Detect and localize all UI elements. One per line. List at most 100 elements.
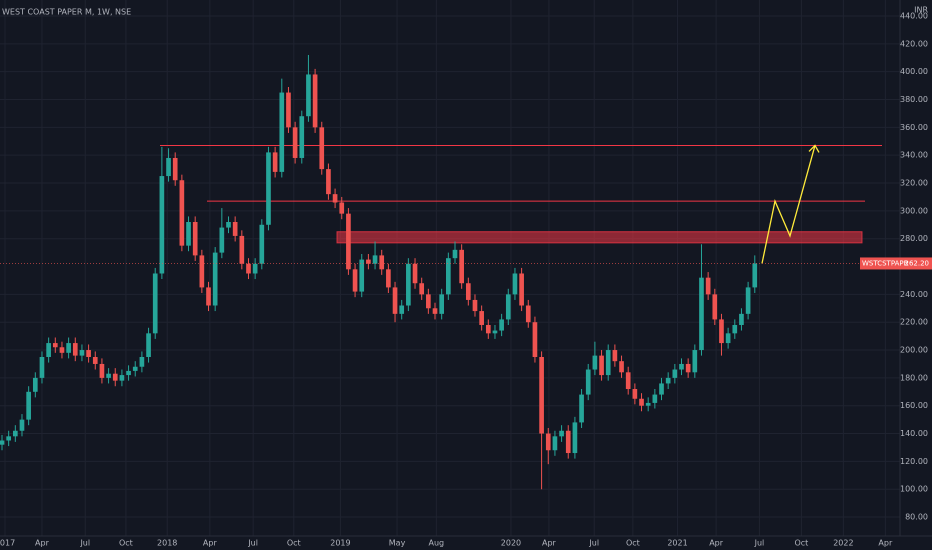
- x-tick-label: 2021: [667, 539, 687, 548]
- candle-body: [665, 377, 671, 384]
- candle-body: [279, 92, 285, 172]
- y-tick-label: 200.00: [900, 346, 928, 355]
- candle-body: [739, 313, 744, 325]
- candle-body: [352, 269, 358, 292]
- candle-body: [552, 436, 558, 451]
- candle-body: [639, 398, 644, 406]
- x-tick-label: Oct: [626, 539, 640, 548]
- x-tick-label: Apr: [709, 539, 724, 548]
- candle-body: [72, 343, 78, 356]
- plot: [0, 54, 900, 490]
- x-tick-label: Oct: [794, 539, 808, 548]
- candle-body: [12, 430, 18, 437]
- candle-body: [505, 294, 511, 320]
- candle-body: [226, 221, 231, 228]
- candle-body: [6, 436, 11, 441]
- candle-body: [332, 194, 338, 203]
- candle-body: [286, 92, 291, 128]
- candle-body: [146, 333, 151, 357]
- x-tick-label: 2017: [0, 539, 15, 548]
- candle-body: [692, 350, 698, 373]
- y-tick-label: 400.00: [900, 67, 928, 76]
- candle-body: [712, 294, 718, 320]
- candle-body: [579, 394, 584, 423]
- candle-body: [465, 283, 471, 300]
- candle-body: [206, 287, 211, 306]
- candle-body: [472, 299, 478, 312]
- candle-body: [192, 221, 198, 256]
- y-tick-label: 340.00: [900, 151, 928, 160]
- candle-body: [132, 366, 138, 371]
- candle-body: [346, 213, 351, 270]
- resistance-zone: [336, 231, 863, 244]
- candle-body: [112, 373, 118, 381]
- candle-body: [312, 74, 318, 128]
- candle-body: [426, 294, 431, 309]
- candle-body: [259, 224, 265, 264]
- candle-body: [339, 202, 345, 214]
- candle-body: [619, 361, 624, 373]
- x-tick-label: 2018: [157, 539, 177, 548]
- candle-body: [172, 157, 178, 181]
- candle-body: [565, 430, 571, 454]
- x-tick-label: Apr: [203, 539, 218, 548]
- candle-body: [59, 347, 65, 353]
- candle-body: [199, 255, 205, 288]
- candle-body: [212, 252, 218, 306]
- candle-body: [745, 287, 751, 314]
- candle-body: [685, 363, 691, 373]
- y-tick-label: 100.00: [900, 485, 928, 494]
- candle-body: [126, 370, 131, 376]
- candle-body: [659, 383, 664, 395]
- y-tick-label: 180.00: [900, 373, 928, 382]
- y-tick-label: 160.00: [900, 401, 928, 410]
- candle-body: [446, 258, 451, 295]
- candle-body: [752, 263, 758, 288]
- x-tick-label: Jul: [79, 539, 90, 548]
- candle-body: [379, 255, 385, 270]
- x-tick-label: Aug: [429, 539, 445, 548]
- candle-body: [679, 363, 684, 370]
- candle-body: [252, 263, 258, 274]
- candle-body: [272, 152, 278, 172]
- candle-body: [386, 269, 391, 288]
- candle-body: [266, 152, 271, 225]
- candle-body: [299, 116, 305, 158]
- x-tick-label: 2020: [501, 539, 521, 548]
- candle-body: [179, 180, 185, 246]
- x-tick-label: Jul: [754, 539, 765, 548]
- axes: 80.00 100.00 120.00 140.00 160.00 180.00 200.0…: [0, 12, 932, 548]
- x-tick-label: May: [389, 539, 406, 548]
- y-tick-label: 420.00: [900, 39, 928, 48]
- candle-body: [319, 127, 325, 170]
- candle-body: [612, 350, 618, 362]
- candle-body: [139, 356, 145, 367]
- x-tick-label: Jul: [247, 539, 258, 548]
- x-tick-label: Apr: [35, 539, 50, 548]
- candle-body: [625, 372, 631, 390]
- candle-body: [406, 263, 411, 306]
- candle-body: [372, 255, 378, 264]
- candle-body: [152, 273, 158, 334]
- x-tick-label: Oct: [287, 539, 301, 548]
- candle-body: [592, 355, 598, 370]
- x-tick-label: Oct: [119, 539, 133, 548]
- currency: INR: [914, 6, 928, 15]
- y-tick-label: 360.00: [900, 123, 928, 132]
- candle-body: [99, 363, 105, 378]
- candle-body: [392, 287, 398, 314]
- candle-body: [79, 350, 85, 356]
- candle-body: [599, 355, 604, 376]
- candle-body: [19, 419, 25, 431]
- x-tick-label: Apr: [542, 539, 557, 548]
- y-tick-label: 440.00: [900, 12, 928, 21]
- y-tick-label: 380.00: [900, 95, 928, 104]
- candle-body: [672, 369, 678, 378]
- candle-body: [519, 273, 524, 306]
- last-price-symbol: WSTCSTPAPR: [862, 259, 909, 267]
- x-tick-label: 2019: [330, 539, 350, 548]
- candle-body: [652, 394, 658, 403]
- projection-arrow: [808, 144, 820, 153]
